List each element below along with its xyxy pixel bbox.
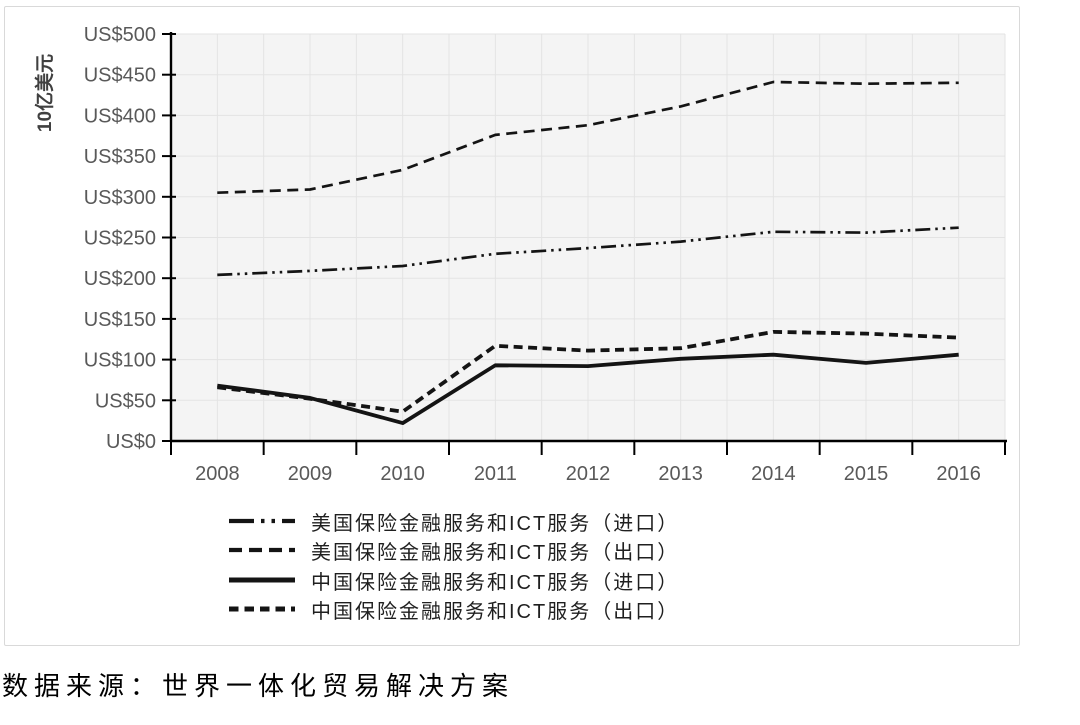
x-tick-label: 2011 [474, 463, 517, 485]
series-line-us-imports [217, 226, 959, 277]
legend-item-cn-exports: 中国保险金融服务和ICT服务（出口） [229, 598, 679, 623]
legend-line-swatch-us-exports [229, 547, 295, 553]
series-line-us-exports [217, 80, 959, 195]
y-tick-label: US$250 [84, 228, 156, 250]
x-tick-label: 2010 [380, 463, 425, 485]
y-tick-label: US$350 [84, 146, 156, 168]
x-tick-label: 2013 [658, 463, 703, 485]
y-tick-label: US$0 [106, 431, 156, 453]
x-tick-label: 2016 [936, 463, 981, 485]
x-tick-label: 2012 [566, 463, 611, 485]
x-tick-label: 2008 [195, 463, 240, 485]
legend-line-swatch-us-imports [229, 518, 295, 524]
legend-label-us-imports: 美国保险金融服务和ICT服务（进口） [311, 512, 680, 535]
y-tick-label: US$100 [84, 350, 156, 372]
legend-label-cn-imports: 中国保险金融服务和ICT服务（进口） [311, 571, 680, 594]
y-tick-label: US$50 [95, 390, 156, 412]
legend-line-swatch-cn-exports [229, 606, 295, 612]
x-tick-label: 2014 [751, 463, 796, 485]
x-tick-label: 2009 [288, 463, 333, 485]
y-tick-label: US$300 [84, 187, 156, 209]
y-tick-label: US$150 [84, 309, 156, 331]
chart-card: US$0 US$50 US$100 US$150 US$200 US$250 US$300 U… [4, 6, 1020, 646]
chart-legend: 美国保险金融服务和ICT服务（进口） 美国保险金融服务和ICT服务（出口） 中国… [229, 510, 679, 627]
legend-item-us-imports: 美国保险金融服务和ICT服务（进口） [229, 510, 679, 535]
y-axis-title: 10亿美元 [33, 54, 56, 132]
legend-line-swatch-cn-imports [229, 577, 295, 583]
y-tick-label: US$200 [84, 268, 156, 290]
legend-item-us-exports: 美国保险金融服务和ICT服务（出口） [229, 539, 679, 564]
line-chart: US$0 US$50 US$100 US$150 US$200 US$250 US$300 U… [33, 24, 1007, 485]
y-tick-label: US$450 [84, 65, 156, 87]
series-line-cn-exports [217, 330, 959, 414]
legend-item-cn-imports: 中国保险金融服务和ICT服务（进口） [229, 569, 679, 594]
y-tick-label: US$400 [84, 105, 156, 127]
legend-label-us-exports: 美国保险金融服务和ICT服务（出口） [311, 541, 680, 564]
legend-label-cn-exports: 中国保险金融服务和ICT服务（出口） [311, 600, 680, 623]
y-tick-label: US$500 [84, 24, 156, 46]
data-source-note: 数据来源：世界一体化贸易解决方案 [2, 672, 515, 701]
series-line-cn-imports [217, 352, 959, 425]
x-tick-label: 2015 [844, 463, 889, 485]
